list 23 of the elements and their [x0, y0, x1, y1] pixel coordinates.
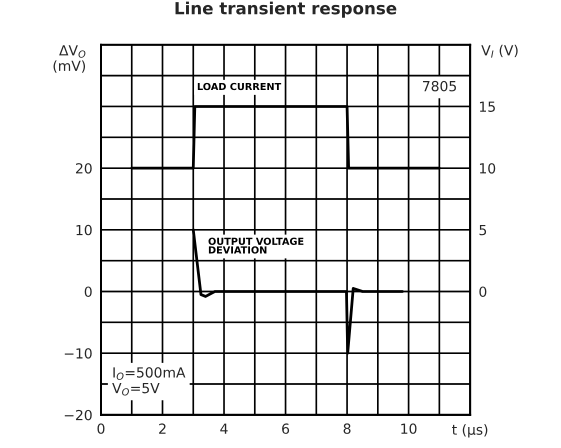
y2-tick-label: 15	[480, 102, 495, 112]
y2-axis-title: V$_{I}$ (V)	[481, 44, 518, 58]
y2-tick-label: 10	[480, 163, 496, 174]
annotation: I$_{O}$=500mA V$_{O}$=5V	[112, 367, 186, 396]
x-tick-label: 8	[344, 423, 351, 434]
series-label: OUTPUT VOLTAGE DEVIATION	[208, 238, 304, 254]
x-tick-label: 2	[159, 423, 166, 434]
y-tick-label: −10	[64, 348, 92, 359]
x-axis-title: t (µs)	[452, 424, 488, 438]
y-tick-label: −20	[64, 410, 92, 420]
chart-title: Line transient response	[176, 2, 396, 18]
x-tick-label: 6	[282, 423, 290, 434]
y-tick-label: 10	[76, 224, 92, 236]
x-tick-label: 0	[97, 423, 104, 434]
series-label: LOAD CURRENT	[198, 82, 282, 90]
y-axis-title: ΔV$_{O}$ (mV)	[54, 45, 86, 73]
annotation: 7805	[422, 80, 456, 92]
y-tick-label: 20	[76, 163, 92, 174]
x-tick-label: 10	[401, 423, 417, 434]
y-tick-label: 0	[84, 286, 92, 297]
y2-tick-label: 0	[479, 286, 486, 297]
x-tick-label: 4	[220, 424, 228, 434]
y2-tick-label: 5	[480, 224, 486, 236]
